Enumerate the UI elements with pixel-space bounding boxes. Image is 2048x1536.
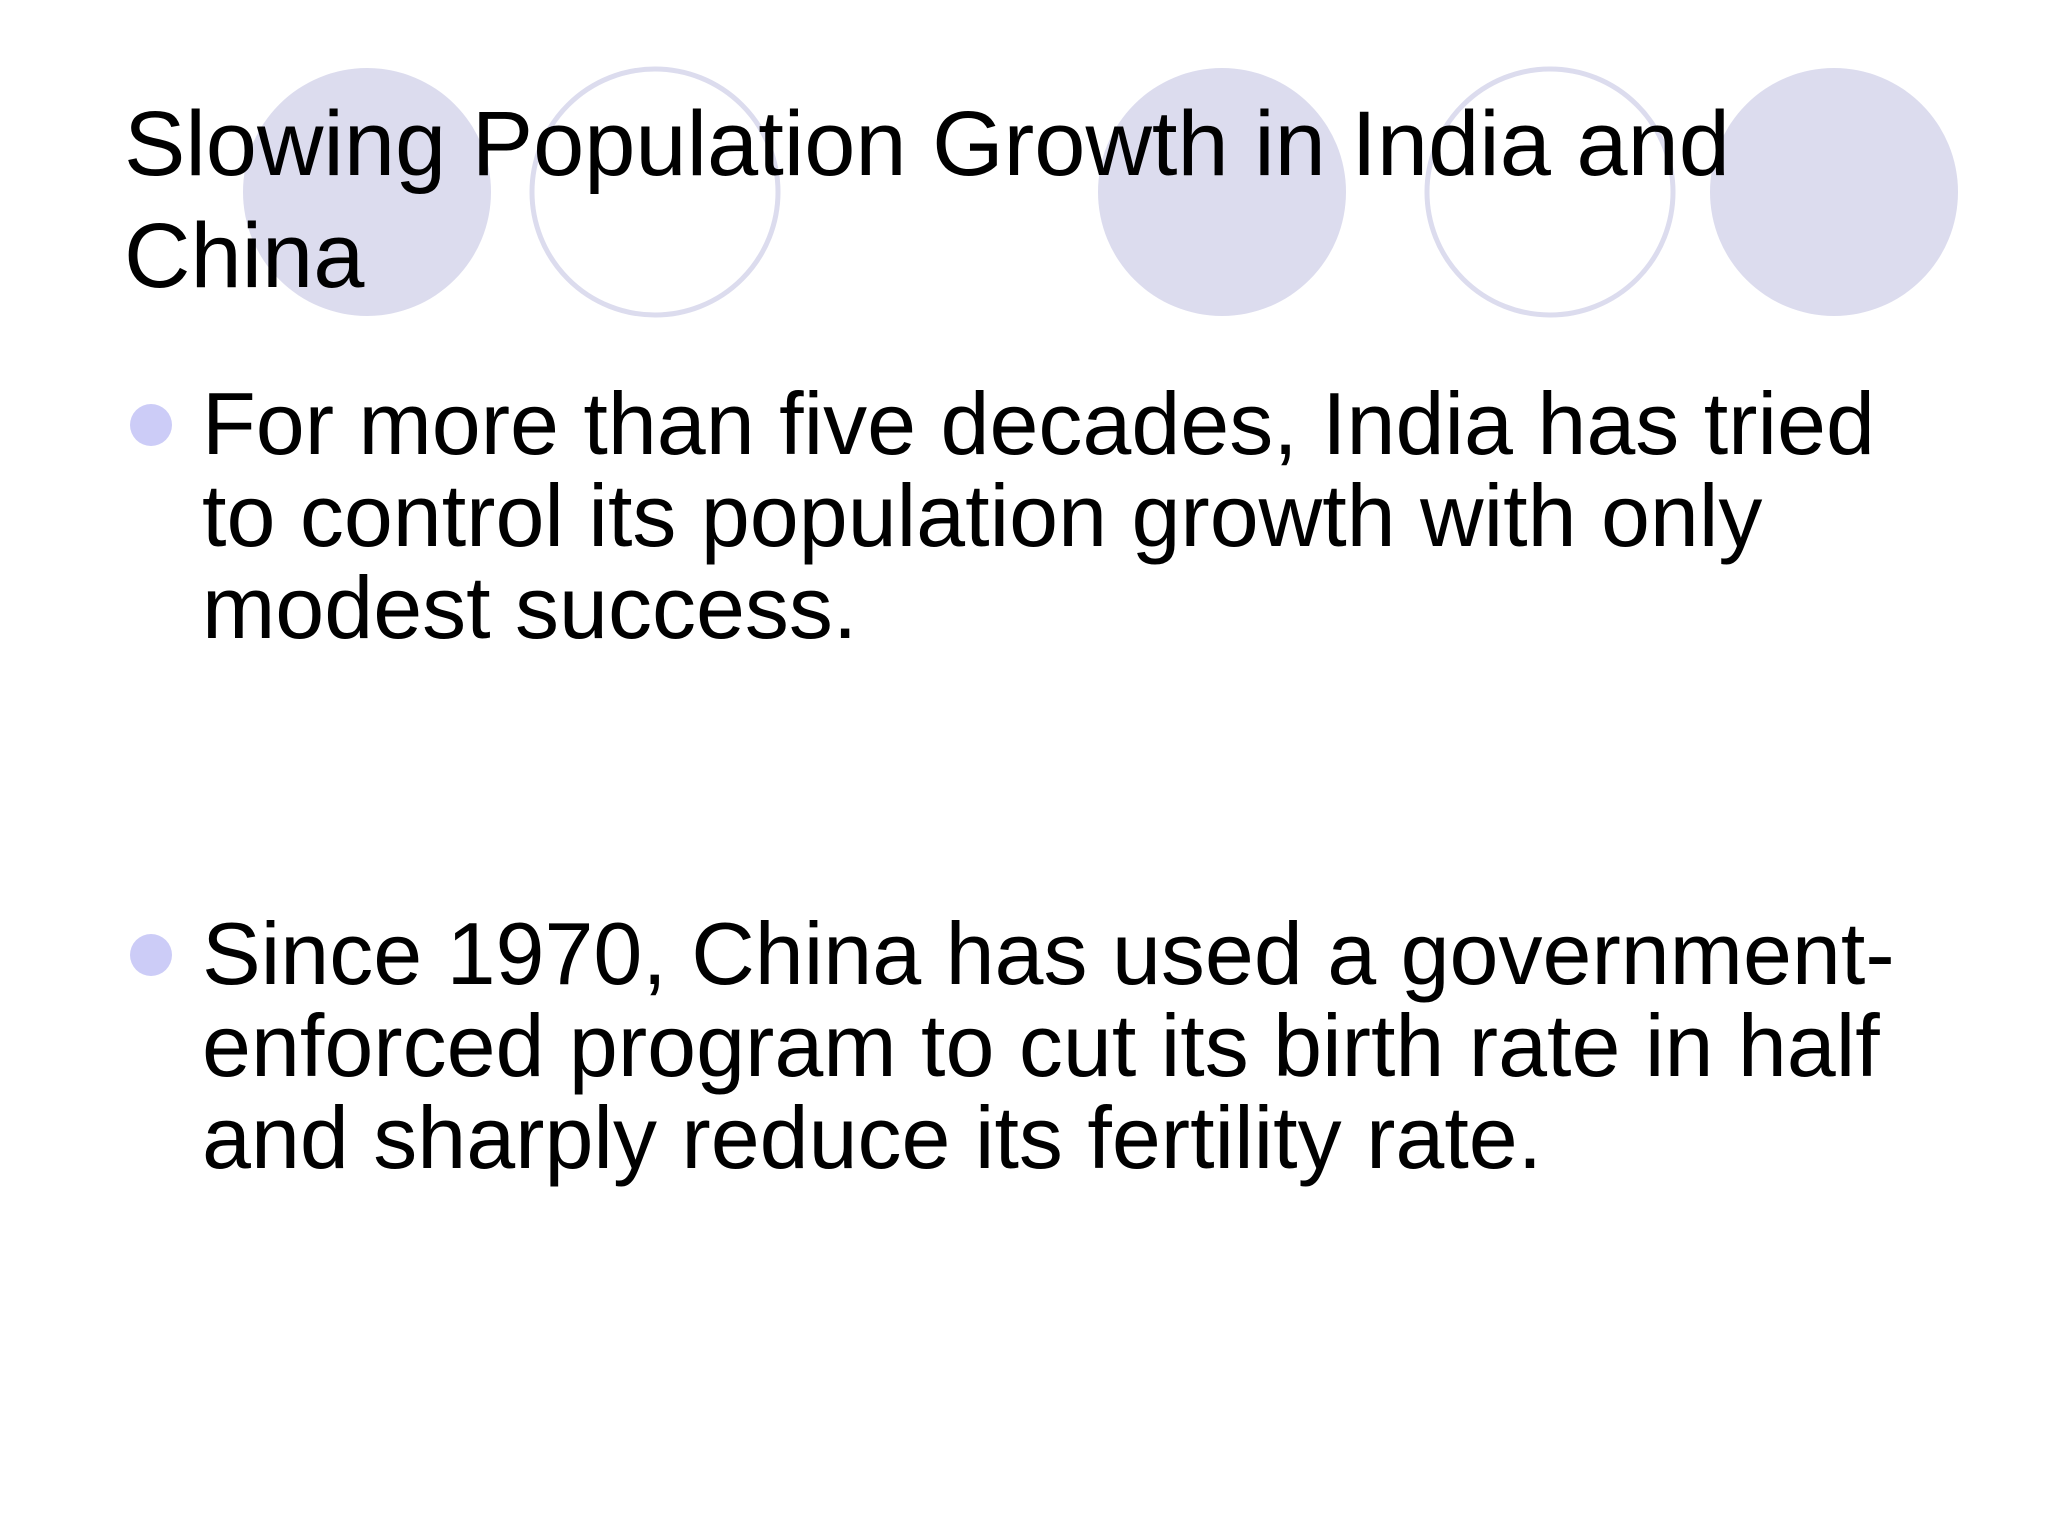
slide-title: Slowing Population Growth in India and C…: [124, 93, 1730, 307]
bullet-dot-icon: [130, 934, 172, 976]
bullet-text: Since 1970, China has used a government-…: [202, 904, 1895, 1187]
decorative-circles: [243, 66, 1958, 318]
bullet-text: For more than five decades, India has tr…: [202, 374, 1875, 657]
filled-circle-2: [1098, 68, 1346, 316]
outline-circle-1: [529, 66, 781, 318]
bullet-list: For more than five decades, India has tr…: [124, 378, 1924, 1184]
filled-circle-3: [1710, 68, 1958, 316]
bullet-item-india: For more than five decades, India has tr…: [124, 378, 1924, 654]
bullet-item-china: Since 1970, China has used a government-…: [124, 908, 1924, 1184]
bullet-dot-icon: [130, 404, 172, 446]
outline-circle-2: [1424, 66, 1676, 318]
filled-circle-1: [243, 68, 491, 316]
